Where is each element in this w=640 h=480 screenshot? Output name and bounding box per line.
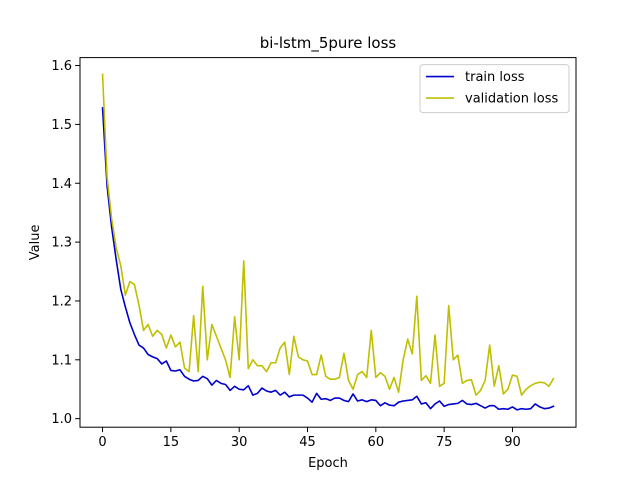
y-tick-label: 1.1 xyxy=(51,353,72,368)
y-axis-label: Value xyxy=(28,225,43,261)
series-line-train-loss xyxy=(101,107,555,411)
x-axis-label: Epoch xyxy=(308,456,348,471)
y-tick-label: 1.4 xyxy=(51,177,72,192)
legend-box xyxy=(419,64,570,114)
x-tick-label: 15 xyxy=(163,435,180,450)
x-tick-label: 45 xyxy=(299,435,316,450)
x-tick-label: 90 xyxy=(504,435,521,450)
y-tick-label: 1.3 xyxy=(51,236,72,251)
y-tick-label: 1.6 xyxy=(51,59,72,74)
y-axis: 1.0 1.1 1.2 1.3 1.4 1.5 1.6 xyxy=(51,59,80,427)
x-tick-label: 0 xyxy=(98,435,106,450)
y-tick-label: 1.2 xyxy=(51,294,72,309)
series-line-validation-loss xyxy=(101,73,555,396)
x-tick-label: 30 xyxy=(231,435,248,450)
plot-series xyxy=(101,73,555,411)
x-axis: 0 15 30 45 60 75 90 xyxy=(98,427,521,450)
y-tick-label: 1.5 xyxy=(51,118,72,133)
legend-label: validation loss xyxy=(465,92,558,107)
x-tick-label: 75 xyxy=(436,435,453,450)
legend-label: train loss xyxy=(465,70,525,85)
legend: train loss validation loss xyxy=(419,64,570,114)
chart-title: bi-lstm_5pure loss xyxy=(260,34,397,53)
y-tick-label: 1.0 xyxy=(51,412,72,427)
x-tick-label: 60 xyxy=(368,435,385,450)
